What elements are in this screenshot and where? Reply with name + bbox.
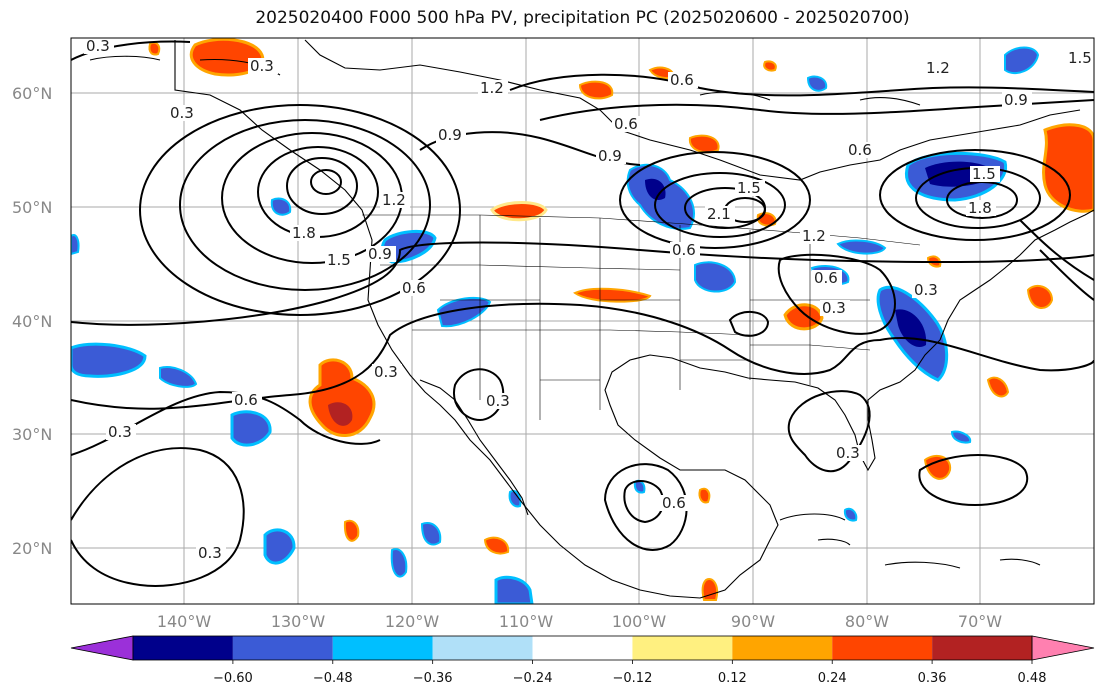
svg-text:0.3: 0.3	[108, 423, 132, 441]
lon-label-100w: 100°W	[612, 612, 667, 631]
svg-text:0.3: 0.3	[86, 37, 110, 55]
lat-label-30n: 30°N	[12, 425, 52, 444]
colorbar-tick-label: −0.24	[513, 671, 553, 686]
svg-text:1.2: 1.2	[480, 79, 504, 97]
colorbar-segment	[632, 636, 733, 660]
colorbar-segment	[133, 636, 233, 660]
colorbar-tick-label: 0.12	[718, 671, 747, 686]
svg-text:0.6: 0.6	[402, 279, 426, 297]
map-title: 2025020400 F000 500 hPa PV, precipitatio…	[255, 8, 910, 28]
svg-text:1.2: 1.2	[802, 227, 826, 245]
colorbar-outline	[132, 635, 1033, 661]
svg-text:0.3: 0.3	[250, 57, 274, 75]
precip-negative	[71, 46, 1040, 604]
svg-text:0.3: 0.3	[486, 392, 510, 410]
colorbar-segment	[732, 636, 833, 660]
svg-text:2.1: 2.1	[707, 205, 731, 223]
colorbar: −0.60 −0.48 −0.36 −0.24 −0.12 0.12 0.24 0.36 0.4…	[70, 635, 1095, 686]
svg-text:0.6: 0.6	[670, 71, 694, 89]
colorbar-extend-high	[1031, 635, 1095, 661]
lon-label-110w: 110°W	[499, 612, 554, 631]
svg-text:0.6: 0.6	[662, 494, 686, 512]
svg-text:0.9: 0.9	[1004, 91, 1028, 109]
svg-text:0.3: 0.3	[374, 363, 398, 381]
colorbar-tick-label: −0.36	[413, 671, 453, 686]
colorbar-tick-label: −0.60	[213, 671, 253, 686]
lon-label-80w: 80°W	[845, 612, 889, 631]
precip-positive	[148, 38, 1094, 601]
colorbar-tick-label: −0.48	[313, 671, 353, 686]
pv-contour-labels: 0.3 0.3 0.3 1.2 0.6 0.9 1.5 1.8 1.2 0.9 …	[84, 37, 1094, 562]
svg-text:1.5: 1.5	[327, 251, 351, 269]
lon-label-90w: 90°W	[731, 612, 775, 631]
svg-text:1.5: 1.5	[737, 179, 761, 197]
svg-text:1.2: 1.2	[382, 191, 406, 209]
svg-text:1.8: 1.8	[968, 199, 992, 217]
lon-label-120w: 120°W	[385, 612, 440, 631]
colorbar-segment	[332, 636, 433, 660]
svg-text:0.9: 0.9	[368, 245, 392, 263]
svg-text:0.9: 0.9	[598, 147, 622, 165]
lat-label-40n: 40°N	[12, 312, 52, 331]
lat-label-60n: 60°N	[12, 84, 52, 103]
svg-text:1.5: 1.5	[972, 165, 996, 183]
colorbar-segment	[432, 636, 533, 660]
lon-label-70w: 70°W	[958, 612, 1002, 631]
svg-text:0.3: 0.3	[822, 299, 846, 317]
svg-text:0.3: 0.3	[914, 281, 938, 299]
svg-text:1.8: 1.8	[292, 224, 316, 242]
svg-text:1.2: 1.2	[926, 59, 950, 77]
svg-text:0.3: 0.3	[836, 444, 860, 462]
colorbar-tick-label: 0.24	[818, 671, 847, 686]
colorbar-segment	[232, 636, 333, 660]
svg-text:0.6: 0.6	[814, 269, 838, 287]
svg-text:0.6: 0.6	[672, 241, 696, 259]
svg-text:0.6: 0.6	[234, 391, 258, 409]
lat-label-20n: 20°N	[12, 539, 52, 558]
lon-label-140w: 140°W	[157, 612, 212, 631]
colorbar-segment	[832, 636, 933, 660]
svg-text:0.6: 0.6	[614, 115, 638, 133]
colorbar-tick-label: −0.12	[613, 671, 653, 686]
coastlines	[89, 39, 1094, 599]
colorbar-segment	[532, 636, 633, 660]
colorbar-tick-label: 0.48	[1018, 671, 1047, 686]
svg-text:0.3: 0.3	[198, 544, 222, 562]
svg-text:0.6: 0.6	[848, 141, 872, 159]
svg-text:0.3: 0.3	[170, 104, 194, 122]
svg-text:1.5: 1.5	[1068, 49, 1092, 67]
colorbar-segment	[932, 636, 1032, 660]
map-frame	[70, 37, 1095, 605]
lon-label-130w: 130°W	[271, 612, 326, 631]
lat-label-50n: 50°N	[12, 198, 52, 217]
svg-text:0.9: 0.9	[438, 126, 462, 144]
colorbar-extend-low	[70, 635, 134, 661]
colorbar-tick-label: 0.36	[918, 671, 947, 686]
